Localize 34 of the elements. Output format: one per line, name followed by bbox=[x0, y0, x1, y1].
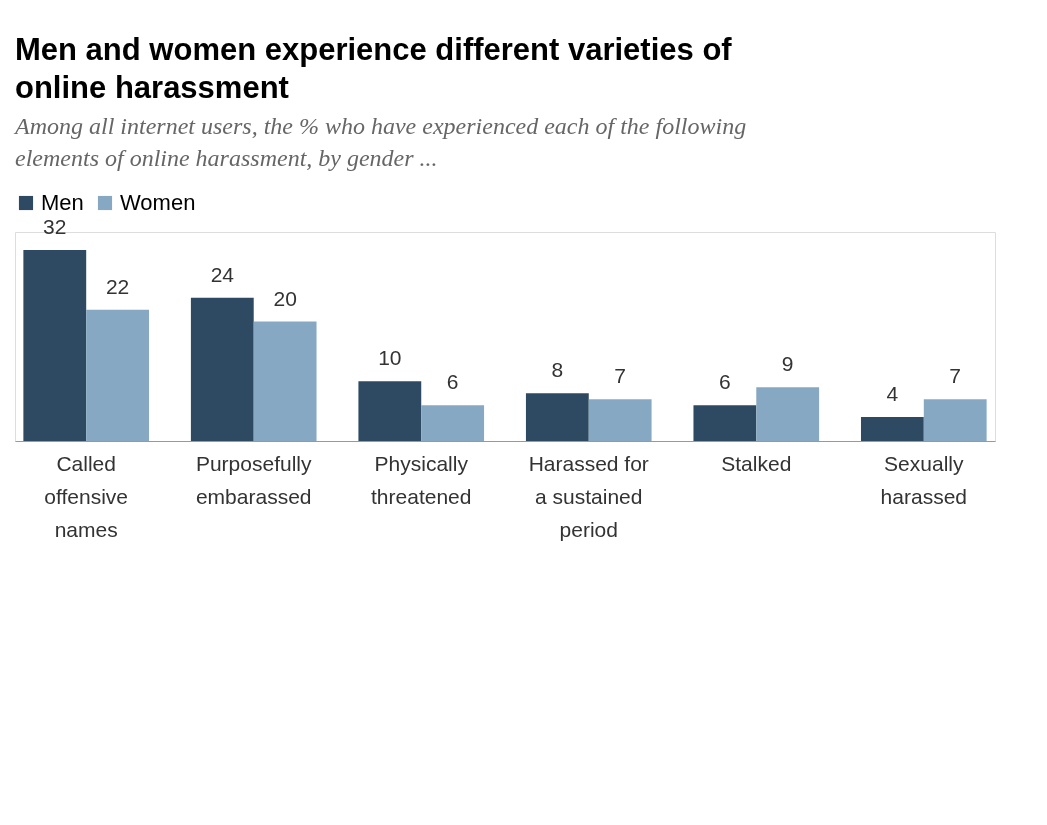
bar bbox=[860, 417, 924, 441]
x-tick-label: Purposefully embarassed bbox=[195, 451, 312, 508]
bar bbox=[588, 399, 652, 441]
bar bbox=[923, 399, 987, 441]
data-label: 32 bbox=[43, 214, 67, 238]
bar bbox=[756, 387, 820, 441]
chart-title: Men and women experience different varieties of online harassment bbox=[15, 32, 733, 105]
bar bbox=[693, 405, 757, 441]
bar bbox=[358, 381, 422, 441]
bar bbox=[253, 321, 317, 441]
data-label: 22 bbox=[105, 274, 130, 298]
legend-label: Women bbox=[120, 190, 196, 215]
data-label: 6 bbox=[719, 370, 731, 394]
x-tick-label: Harassed for a sustained period bbox=[528, 451, 649, 541]
data-label: 6 bbox=[446, 370, 459, 394]
bar bbox=[421, 405, 485, 441]
bar bbox=[190, 297, 254, 441]
bar bbox=[23, 249, 87, 441]
data-label: 8 bbox=[551, 358, 564, 382]
data-label: 4 bbox=[886, 382, 899, 406]
x-tick-label: Physically threatened bbox=[371, 451, 472, 508]
data-label: 7 bbox=[614, 364, 627, 388]
data-label: 24 bbox=[210, 262, 235, 286]
chart-subtitle: Among all internet users, the % who have experienced each of the following elements of online harassment, by gender ... bbox=[13, 113, 747, 171]
data-label: 20 bbox=[273, 286, 297, 310]
data-label: 9 bbox=[781, 352, 794, 376]
x-tick-label: Sexually harassed bbox=[880, 451, 967, 508]
x-tick-label: Stalked bbox=[721, 451, 792, 475]
bar bbox=[525, 393, 589, 441]
x-tick-label: Called offensive names bbox=[44, 451, 129, 541]
bar bbox=[86, 309, 150, 441]
data-label: 10 bbox=[378, 346, 402, 370]
legend-label: Men bbox=[41, 190, 84, 215]
data-label: 7 bbox=[949, 364, 962, 388]
